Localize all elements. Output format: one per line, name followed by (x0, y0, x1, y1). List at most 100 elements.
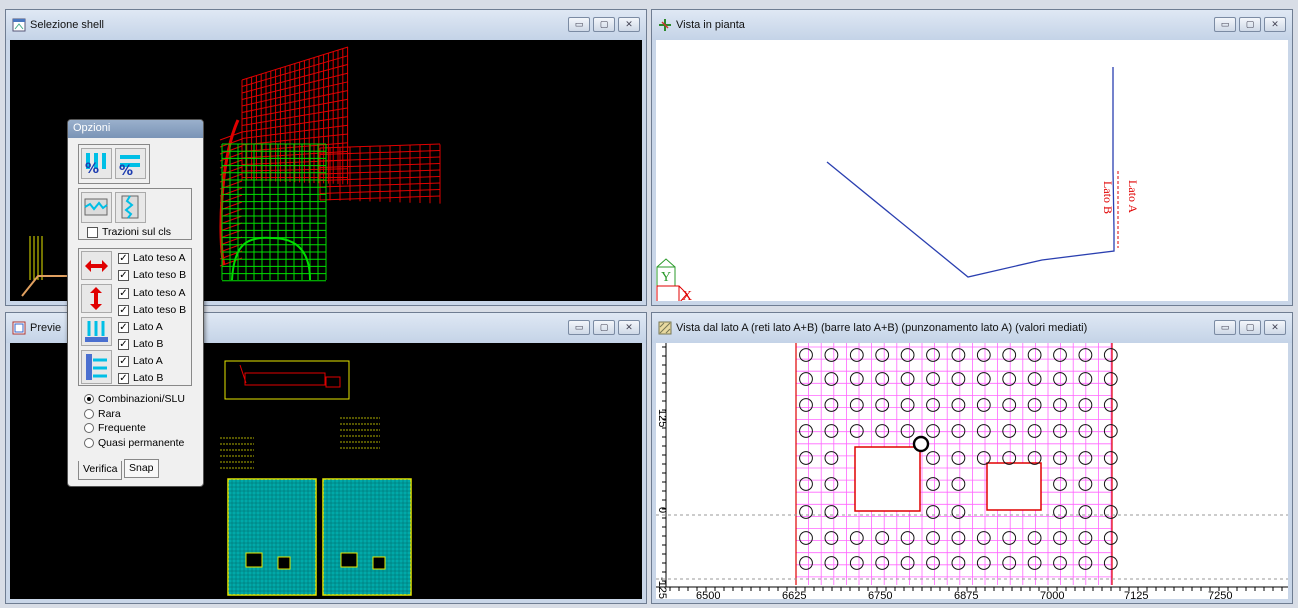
punching-circle (926, 398, 940, 412)
options-title[interactable]: Opzioni (68, 120, 203, 138)
check-lato-b-2[interactable]: ✓ Lato B (118, 372, 163, 384)
check-lato-a[interactable]: ✓ Lato A (118, 321, 163, 333)
punching-circle (824, 424, 839, 438)
trazioni-checkbox-row[interactable]: Trazioni sul cls (87, 226, 171, 238)
shell-window-title: Selezione shell (30, 19, 104, 31)
punching-circle (1053, 348, 1067, 362)
minimize-button[interactable]: ▭ (568, 320, 590, 335)
punching-circle (875, 372, 890, 386)
punching-circle (824, 505, 839, 519)
punching-circle (1053, 424, 1067, 438)
crack-horizontal-icon[interactable] (81, 192, 112, 223)
maximize-button[interactable]: ▢ (1239, 17, 1261, 32)
punching-circle (976, 531, 991, 545)
rebar-percent-b-icon[interactable]: % (115, 148, 146, 179)
options-palette[interactable]: Opzioni % % Trazioni sul cls (67, 119, 204, 487)
shell-titlebar[interactable]: Selezione shell ▭ ▢ ✕ (6, 10, 646, 40)
ruler-x-label: 7125 (1124, 590, 1148, 599)
radio-button[interactable] (84, 394, 94, 404)
radio-rara[interactable]: Rara (84, 408, 121, 420)
tab-snap[interactable]: Snap (124, 459, 159, 478)
plan-window[interactable]: Vista in pianta ▭ ▢ ✕ Lato A Lato B Y X (651, 9, 1293, 306)
close-button[interactable]: ✕ (1264, 17, 1286, 32)
check-lato-teso-a[interactable]: ✓ Lato teso A (118, 252, 186, 264)
punching-circle (976, 372, 991, 386)
rebar-percent-a-icon[interactable]: % (81, 148, 112, 179)
close-button[interactable]: ✕ (1264, 320, 1286, 335)
rebar-side-b-icon[interactable] (81, 350, 112, 384)
punching-circle (875, 348, 890, 362)
radio-label: Rara (98, 408, 121, 420)
close-button[interactable]: ✕ (618, 17, 640, 32)
label-lato-a: Lato A (1126, 180, 1140, 213)
punching-circle (849, 556, 864, 570)
minimize-button[interactable]: ▭ (1214, 17, 1236, 32)
punching-circle (951, 398, 966, 412)
side-view-titlebar[interactable]: Vista dal lato A (reti lato A+B) (barre … (652, 313, 1292, 343)
punching-circle (926, 556, 940, 570)
punching-circle (849, 348, 864, 362)
check-lato-a-2[interactable]: ✓ Lato A (118, 355, 163, 367)
plan-titlebar[interactable]: Vista in pianta ▭ ▢ ✕ (652, 10, 1292, 40)
ruler-y-label: 125 (656, 409, 668, 427)
stress-group: Trazioni sul cls (78, 188, 192, 240)
punching-circle (799, 451, 813, 465)
check-label: Lato B (133, 338, 164, 350)
side-view-window[interactable]: Vista dal lato A (reti lato A+B) (barre … (651, 312, 1293, 604)
axis-y-label: Y (661, 270, 671, 285)
punching-circle (1053, 531, 1067, 545)
checkbox[interactable]: ✓ (118, 252, 129, 264)
maximize-button[interactable]: ▢ (1239, 320, 1261, 335)
checkbox[interactable]: ✓ (118, 321, 129, 333)
punching-circle (951, 424, 966, 438)
punching-circle (1002, 372, 1017, 386)
radio-frequente[interactable]: Frequente (84, 422, 146, 434)
trazioni-checkbox[interactable] (87, 226, 98, 238)
wall-polyline (826, 67, 1115, 278)
check-lato-teso-a-2[interactable]: ✓ Lato teso A (118, 287, 186, 299)
plan-viewport[interactable]: Lato A Lato B Y X (656, 40, 1288, 301)
punching-circle (1002, 398, 1017, 412)
radio-button[interactable] (84, 438, 94, 448)
print-preview-drawing (220, 360, 412, 596)
punching-circle (1053, 372, 1067, 386)
punching-circle (976, 556, 991, 570)
punching-circle (799, 398, 813, 412)
radio-button[interactable] (84, 423, 94, 433)
tab-verifica[interactable]: Verifica (78, 461, 123, 480)
punching-circle (1027, 556, 1042, 570)
check-lato-b[interactable]: ✓ Lato B (118, 338, 163, 350)
maximize-button[interactable]: ▢ (593, 17, 615, 32)
crack-vertical-icon[interactable] (115, 192, 146, 223)
tension-side-b-icon[interactable] (81, 284, 112, 313)
checkbox[interactable]: ✓ (118, 287, 129, 299)
radio-button[interactable] (84, 409, 94, 419)
maximize-button[interactable]: ▢ (593, 320, 615, 335)
minimize-button[interactable]: ▭ (1214, 320, 1236, 335)
preview-window-title: Previe (30, 322, 62, 334)
punching-circle (824, 531, 839, 545)
checkbox[interactable]: ✓ (118, 338, 129, 350)
side-view-viewport[interactable]: 6500 6625 6750 6875 7000 7125 7250 125 0… (656, 343, 1288, 599)
punching-circle (900, 424, 915, 438)
radio-quasi-permanente[interactable]: Quasi permanente (84, 437, 184, 449)
radio-combinazioni-slu[interactable]: Combinazioni/SLU (84, 393, 185, 405)
shell-opening-edge (231, 236, 311, 281)
tension-side-a-icon[interactable] (81, 251, 112, 280)
checkbox[interactable]: ✓ (118, 355, 129, 367)
punching-circle (900, 556, 915, 570)
check-lato-teso-b-2[interactable]: ✓ Lato teso B (118, 304, 186, 316)
check-lato-teso-b[interactable]: ✓ Lato teso B (118, 269, 186, 281)
plan-drawing: Lato A Lato B Y X (656, 67, 1140, 301)
punching-circle (951, 372, 966, 386)
close-button[interactable]: ✕ (618, 320, 640, 335)
punching-circle (1053, 398, 1067, 412)
minimize-button[interactable]: ▭ (568, 17, 590, 32)
checkbox[interactable]: ✓ (118, 269, 129, 281)
checkbox[interactable]: ✓ (118, 304, 129, 316)
punching-circle (1027, 372, 1042, 386)
punching-circle (1002, 424, 1017, 438)
plan-window-title: Vista in pianta (676, 19, 745, 31)
rebar-side-a-icon[interactable] (81, 317, 112, 346)
checkbox[interactable]: ✓ (118, 372, 129, 384)
